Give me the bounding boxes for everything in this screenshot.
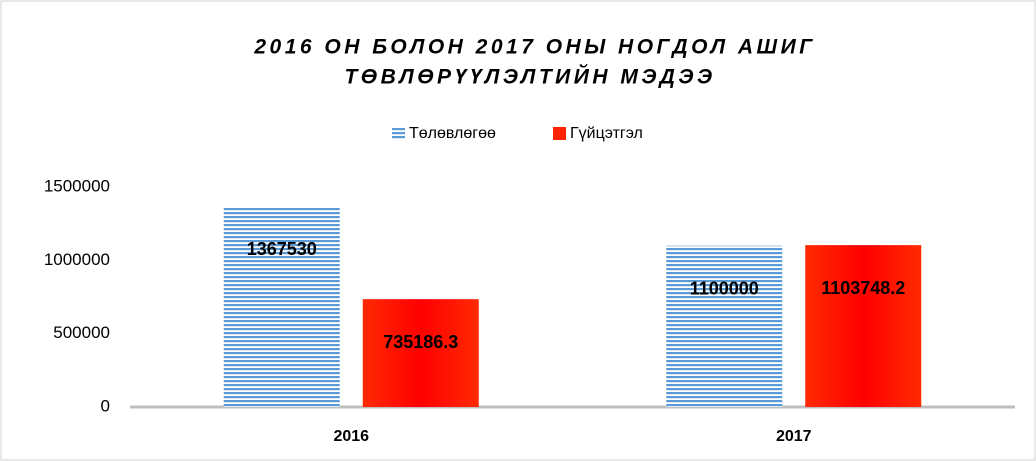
legend-swatch bbox=[392, 127, 405, 140]
bar bbox=[805, 245, 922, 407]
bar bbox=[362, 299, 479, 407]
value-label: 1103748.2 bbox=[821, 278, 905, 298]
value-label: 1367530 bbox=[247, 239, 317, 259]
x-tick-label: 2016 bbox=[333, 428, 369, 445]
bar bbox=[666, 245, 783, 407]
y-tick-label: 500000 bbox=[53, 323, 110, 342]
value-label: 1100000 bbox=[690, 278, 759, 298]
y-tick-label: 1500000 bbox=[44, 176, 110, 195]
y-tick-label: 0 bbox=[101, 396, 110, 415]
legend-swatch bbox=[553, 127, 566, 140]
chart-title: ТӨВЛӨРҮҮЛЭЛТИЙН МЭДЭЭ bbox=[344, 65, 715, 89]
chart-title: 2016 ОН БОЛОН 2017 ОНЫ НОГДОЛ АШИГ bbox=[253, 36, 815, 59]
legend-label: Төлөвлөгөө bbox=[409, 125, 496, 142]
value-label: 735186.3 bbox=[383, 332, 458, 352]
legend-label: Гүйцэтгэл bbox=[570, 125, 643, 142]
bar bbox=[223, 206, 340, 407]
y-tick-label: 1000000 bbox=[44, 250, 110, 269]
x-tick-label: 2017 bbox=[776, 428, 812, 445]
